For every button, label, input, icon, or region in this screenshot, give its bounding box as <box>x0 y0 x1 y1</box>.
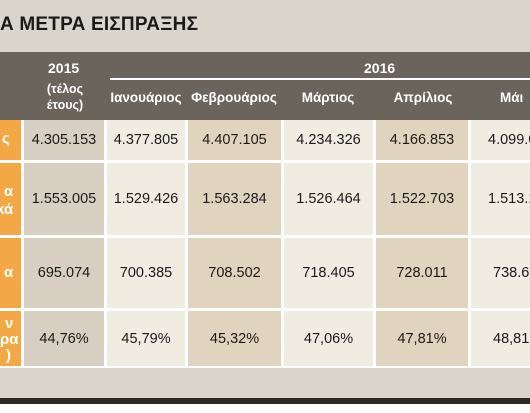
row-label-2: α ικά <box>0 163 21 235</box>
header-2015-year: 2015 <box>48 60 80 76</box>
cell-r4-feb: 45,32% <box>188 311 281 366</box>
cell-r4-may: 48,81 <box>471 311 530 366</box>
cell-r2-jan: 1.529.426 <box>107 163 185 235</box>
header-month-jan: Ιανουάριος <box>110 90 182 105</box>
cell-r3-jan: 700.385 <box>107 238 185 308</box>
cell-r1-may: 4.099.0 <box>471 120 530 160</box>
row-label-2-line2: ικά <box>0 201 14 218</box>
cell-r2-apr: 1.522.703 <box>376 163 468 235</box>
cell-r2-may: 1.513.1 <box>471 163 530 235</box>
row-label-2-line1: α <box>4 183 14 200</box>
cell-r2-mar: 1.526.464 <box>284 163 373 235</box>
footer-band <box>0 368 530 398</box>
row-label-3-line1: α <box>4 264 14 281</box>
cell-r4-mar: 47,06% <box>284 311 373 366</box>
cell-r4-jan: 45,79% <box>107 311 185 366</box>
cell-r2-2015: 1.553.005 <box>24 163 104 235</box>
header-2015-sub-line1: (τέλος <box>46 82 84 96</box>
cell-r3-mar: 718.405 <box>284 238 373 308</box>
cell-r1-feb: 4.407.105 <box>188 120 281 160</box>
cell-r1-mar: 4.234.326 <box>284 120 373 160</box>
row-label-4-line3: ) <box>6 347 11 364</box>
table-title: Α ΜΕΤΡΑ ΕΙΣΠΡΑΞΗΣ <box>0 14 199 35</box>
cell-r3-feb: 708.502 <box>188 238 281 308</box>
header-2016-year: 2016 <box>364 60 396 76</box>
header-month-mar: Μάρτιος <box>301 90 355 105</box>
cell-r3-may: 738.6 <box>471 238 530 308</box>
header-2016-underline <box>110 78 530 80</box>
row-label-1: ς <box>0 120 21 160</box>
cell-r1-jan: 4.377.805 <box>107 120 185 160</box>
title-band: Α ΜΕΤΡΑ ΕΙΣΠΡΑΞΗΣ <box>0 0 530 52</box>
cell-r4-apr: 47,81% <box>376 311 468 366</box>
header-month-may: Μάι <box>500 90 524 105</box>
cell-r4-2015: 44,76% <box>24 311 104 366</box>
cell-r3-apr: 728.011 <box>376 238 468 308</box>
row-label-1-line1: ς <box>2 130 10 147</box>
cell-r3-2015: 695.074 <box>24 238 104 308</box>
row-label-4: ν ρα ) <box>0 311 21 366</box>
cell-r2-feb: 1.563.284 <box>188 163 281 235</box>
header-2015-sub-line2: έτους) <box>46 98 84 112</box>
row-label-4-line1: ν <box>5 315 14 332</box>
header-month-apr: Απρίλιος <box>393 90 453 105</box>
row-label-3: α <box>0 238 21 308</box>
cell-r1-2015: 4.305.153 <box>24 120 104 160</box>
footer-rule <box>0 398 530 404</box>
header-month-feb: Φεβρουάριος <box>191 90 277 105</box>
row-label-4-line2: ρα <box>0 331 19 348</box>
cell-r1-apr: 4.166.853 <box>376 120 468 160</box>
table-header <box>0 52 530 120</box>
